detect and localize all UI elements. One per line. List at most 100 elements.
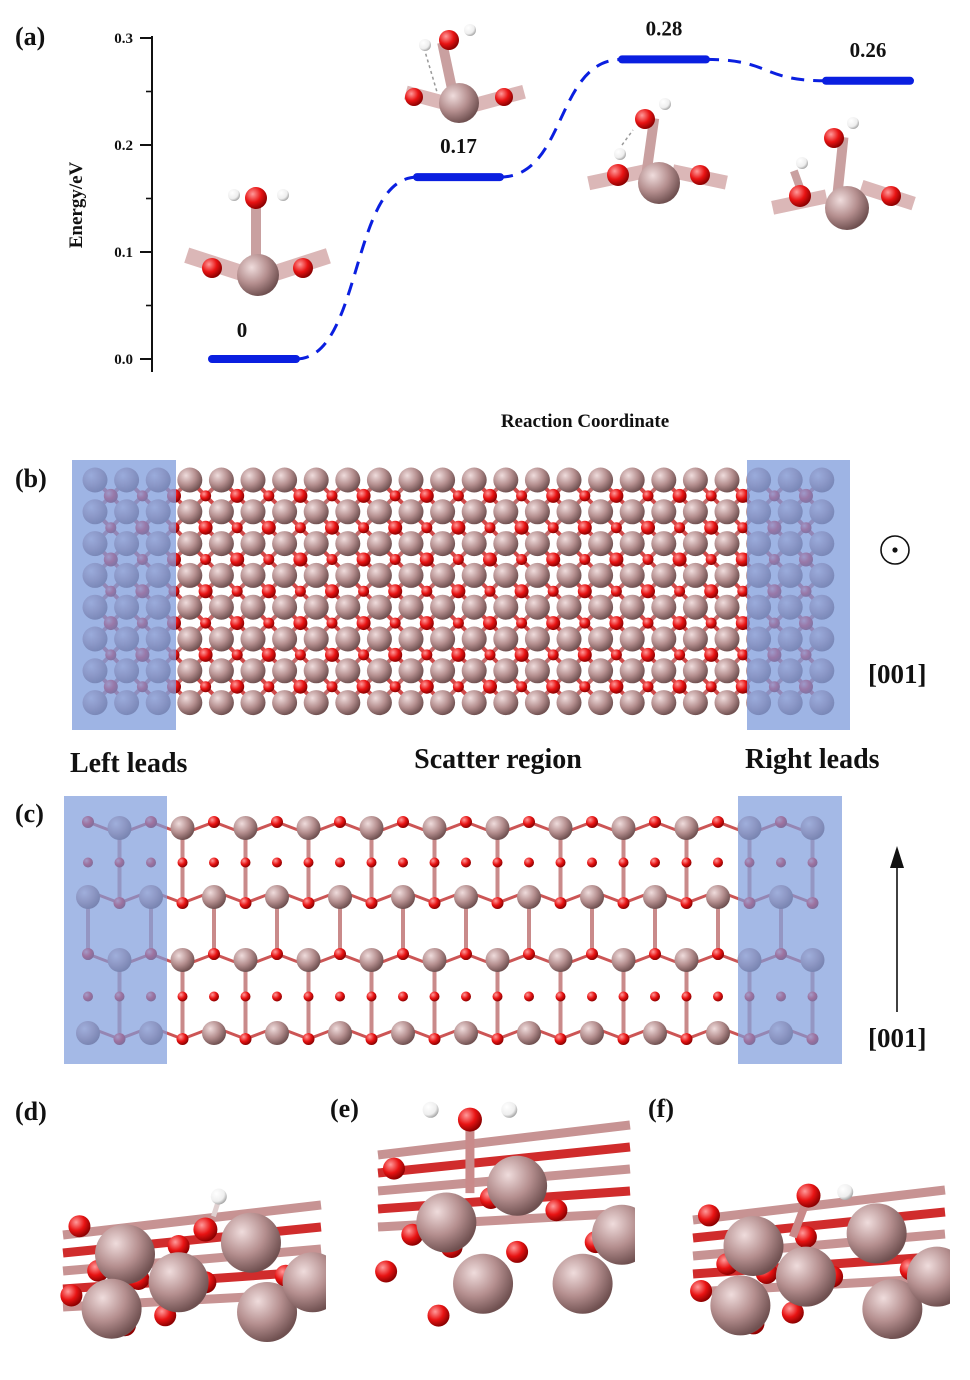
oxygen-atom <box>704 520 719 535</box>
energy-level-label: 0.26 <box>850 38 887 62</box>
metal-atom <box>208 467 234 493</box>
metal-atom <box>619 594 645 620</box>
oxygen-atom <box>239 1033 252 1045</box>
oxygen-atom <box>272 857 282 868</box>
transition-connector <box>295 175 418 361</box>
panel-e-label: (e) <box>330 1094 359 1123</box>
metal-atom <box>202 885 226 909</box>
oxygen-atom <box>177 991 188 1002</box>
metal-atom <box>335 467 361 493</box>
metal-atom <box>240 499 266 525</box>
oxygen-atom <box>713 857 723 868</box>
panel-b-label: (b) <box>15 464 47 493</box>
metal-atom <box>651 467 677 493</box>
oxygen-atom <box>516 490 528 502</box>
oxygen-atom <box>356 679 371 694</box>
oxygen-atom <box>735 488 750 503</box>
metal-atom <box>272 658 298 684</box>
metal-atom <box>487 1155 548 1216</box>
metal-atom <box>335 690 361 716</box>
oxygen-atom <box>200 617 212 629</box>
oxygen-atom <box>547 522 559 534</box>
metal-atom <box>723 1216 784 1276</box>
adsorption-structure-e <box>375 1101 635 1327</box>
oxygen-atom <box>483 488 497 503</box>
metal-atom <box>202 1021 226 1045</box>
oxygen-atom <box>263 490 275 502</box>
oxygen-atom <box>389 490 401 502</box>
metal-atom <box>220 1212 281 1273</box>
oxygen-atom <box>302 1033 315 1045</box>
metal-atom <box>208 594 234 620</box>
metal-atom <box>430 562 456 588</box>
metal-atom <box>461 467 487 493</box>
metal-atom <box>461 594 487 620</box>
metal-atom <box>682 626 708 652</box>
oxygen-atom <box>68 1215 91 1238</box>
metal-atom <box>170 948 195 972</box>
metal-atom <box>714 626 740 652</box>
metal-atom <box>588 690 614 716</box>
oxygen-atom <box>579 617 591 629</box>
oxygen-atom <box>650 857 660 868</box>
metal-atom <box>335 658 361 684</box>
oxygen-atom <box>335 857 345 868</box>
metal-atom <box>846 1203 907 1264</box>
oxygen-atom <box>577 520 592 535</box>
oxygen-atom <box>650 991 660 1002</box>
right-leads-label: Right leads <box>745 744 880 775</box>
metal-atom <box>422 816 447 840</box>
metal-atom <box>95 1224 155 1285</box>
metal-atom <box>493 658 519 684</box>
out-of-plane-icon <box>880 535 910 565</box>
metal-atom <box>651 690 677 716</box>
oxygen-atom <box>737 522 749 534</box>
oxygen-atom <box>271 948 283 960</box>
metal-atom <box>682 690 708 716</box>
oxygen-atom <box>516 554 528 565</box>
oxygen-atom <box>649 816 661 828</box>
metal-atom <box>282 1252 326 1313</box>
oxygen-atom <box>704 584 719 599</box>
oxygen-atom <box>554 1033 567 1045</box>
metal-atom <box>493 562 519 588</box>
oxygen-atom <box>484 649 496 661</box>
metal-atom <box>674 948 699 972</box>
metal-atom <box>240 658 266 684</box>
oxygen-atom <box>198 520 213 535</box>
oxygen-atom <box>642 490 654 502</box>
metal-atom <box>398 499 424 525</box>
oxygen-atom <box>200 490 212 502</box>
oxygen-atom <box>492 991 503 1002</box>
metal-atom <box>524 562 550 588</box>
oxygen-atom <box>200 554 212 565</box>
oxygen-atom <box>293 616 308 631</box>
metal-atom <box>265 1021 289 1045</box>
oxygen-atom <box>516 617 528 629</box>
oxygen-atom <box>555 857 566 868</box>
oxygen-atom <box>365 1033 378 1045</box>
metal-atom <box>366 594 392 620</box>
oxygen-atom <box>231 585 243 597</box>
metal-atom <box>359 816 384 840</box>
direction-label-b: [001] <box>868 659 926 689</box>
oxygen-atom <box>735 552 750 567</box>
metal-atom <box>461 626 487 652</box>
oxygen-atom <box>680 897 693 909</box>
oxygen-atom <box>587 991 597 1002</box>
panel-f-label: (f) <box>648 1094 674 1123</box>
metal-atom <box>674 816 699 840</box>
oxygen-atom <box>326 617 338 629</box>
oxygen-atom <box>586 816 598 828</box>
metal-atom <box>208 531 234 557</box>
metal-atom <box>265 885 289 909</box>
metal-atom <box>366 467 392 493</box>
metal-atom <box>862 1279 923 1339</box>
oxygen-atom <box>451 520 466 535</box>
panel-f: (f) <box>648 1094 950 1339</box>
oxygen-atom <box>690 1280 713 1302</box>
metal-atom <box>524 531 550 557</box>
oxygen-atom <box>261 584 276 599</box>
molecule-state-1 <box>184 187 331 296</box>
